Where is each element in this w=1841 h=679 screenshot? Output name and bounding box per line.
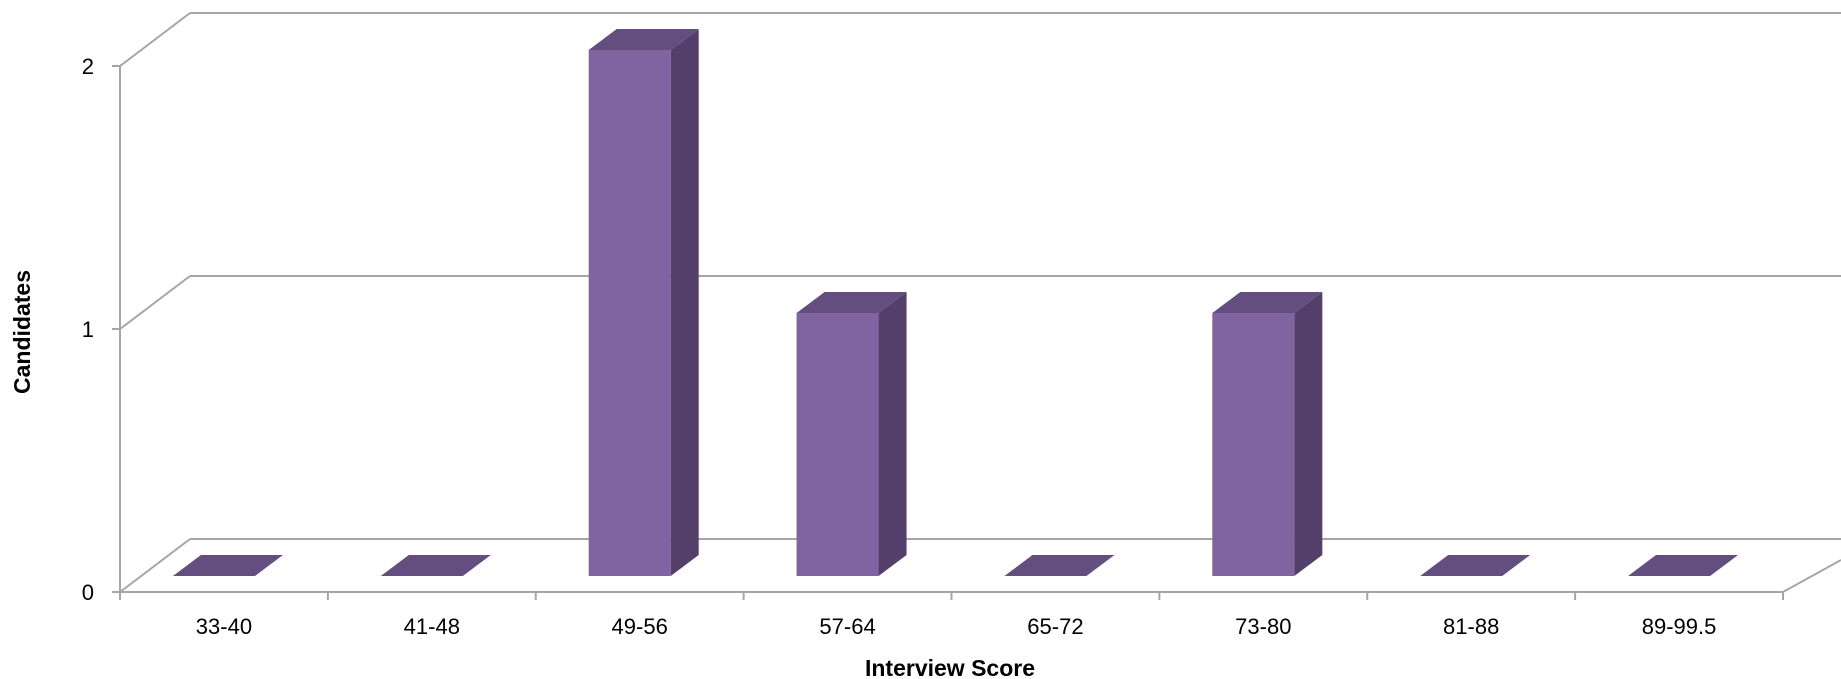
- x-axis-title: Interview Score: [865, 655, 1035, 679]
- x-tick-label: 57-64: [819, 614, 875, 639]
- x-tick-label: 81-88: [1443, 614, 1499, 639]
- x-tick-label: 73-80: [1235, 614, 1291, 639]
- gridline-side: [119, 275, 191, 330]
- bar-top: [1212, 292, 1323, 313]
- bar-top: [588, 29, 699, 50]
- bar-side: [670, 29, 699, 576]
- bar: [588, 50, 671, 576]
- x-tick-label: 65-72: [1027, 614, 1083, 639]
- bar-side: [878, 292, 907, 576]
- gridline-side: [119, 538, 191, 593]
- bar: [796, 313, 879, 576]
- bar-top: [1004, 555, 1115, 576]
- chart-walls: [119, 12, 1841, 593]
- bar-series: [172, 29, 1739, 576]
- gridline-side: [119, 12, 191, 67]
- bar-top: [380, 555, 491, 576]
- bar-side: [1294, 292, 1323, 576]
- x-tick-label: 41-48: [404, 614, 460, 639]
- y-tick-label: 1: [82, 317, 94, 342]
- x-tick-label: 33-40: [196, 614, 252, 639]
- chart-axes: 0 1 2 33-40 41-48 49-56 57-64 65-72 73-80 81-88 89…: [82, 54, 1784, 639]
- y-axis-title: Candidates: [9, 270, 35, 394]
- bar-top: [1420, 555, 1531, 576]
- floor-side-edge: [1782, 559, 1841, 593]
- bar-top: [796, 292, 907, 313]
- bar-top: [172, 555, 283, 576]
- y-tick-label: 2: [82, 54, 94, 79]
- y-tick-label: 0: [82, 580, 94, 605]
- x-tick-label: 49-56: [612, 614, 668, 639]
- bar-top: [1628, 555, 1739, 576]
- bar: [1212, 313, 1295, 576]
- x-tick-label: 89-99.5: [1642, 614, 1717, 639]
